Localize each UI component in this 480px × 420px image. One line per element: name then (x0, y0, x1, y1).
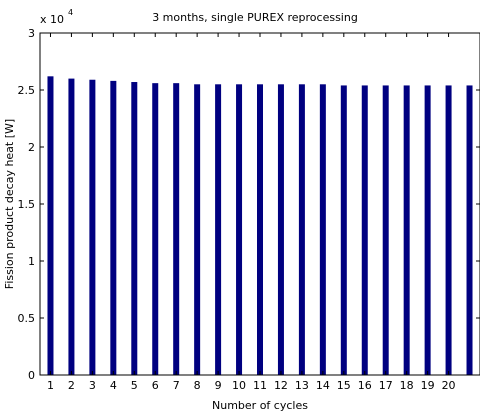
bar-cycle-3 (89, 79, 96, 376)
bar-cycle-10 (236, 84, 243, 376)
bar-cycle-21 (466, 85, 473, 375)
x-axis-ticks: 1 2 3 4 5 6 7 8 9 10 11 12 13 14 15 16 17 18 19 20 (47, 33, 456, 392)
x-tick-label: 17 (379, 379, 393, 392)
y-tick-label: 3 (28, 27, 35, 40)
bar-cycle-9 (215, 84, 222, 376)
y-tick-label: 2 (28, 141, 35, 154)
x-tick-label: 7 (173, 379, 180, 392)
x-tick-label: 8 (194, 379, 201, 392)
bar-cycle-5 (131, 82, 138, 376)
y-tick-label: 2.5 (18, 84, 36, 97)
x-axis-label: Number of cycles (212, 399, 308, 412)
bar-series (47, 76, 473, 376)
bar-cycle-20 (445, 85, 452, 375)
bar-cycle-16 (361, 85, 368, 375)
y-exponent-power: 4 (68, 8, 73, 17)
bar-cycle-14 (319, 84, 326, 376)
bar-cycle-7 (173, 83, 180, 375)
y-axis-ticks: 0 0.5 1 1.5 2 2.5 3 (18, 27, 480, 382)
x-tick-label: 1 (47, 379, 54, 392)
x-tick-label: 9 (215, 379, 222, 392)
x-tick-label: 4 (110, 379, 117, 392)
y-tick-label: 0 (28, 369, 35, 382)
x-tick-label: 16 (358, 379, 372, 392)
bar-cycle-19 (424, 85, 431, 375)
y-exponent-base: x 10 (40, 13, 64, 26)
x-tick-label: 20 (442, 379, 456, 392)
x-tick-label: 11 (253, 379, 267, 392)
bar-cycle-17 (382, 85, 389, 375)
bar-cycle-1 (47, 76, 54, 375)
bar-cycle-4 (110, 80, 117, 375)
bar-cycle-18 (403, 85, 410, 375)
x-tick-label: 19 (421, 379, 435, 392)
bar-cycle-2 (68, 78, 75, 375)
bar-cycle-13 (298, 84, 305, 376)
bar-cycle-6 (152, 83, 159, 375)
bar-cycle-12 (277, 84, 284, 376)
x-tick-label: 10 (232, 379, 246, 392)
x-tick-label: 6 (152, 379, 159, 392)
bar-cycle-15 (340, 85, 347, 375)
x-tick-label: 2 (68, 379, 75, 392)
x-tick-label: 14 (316, 379, 330, 392)
bar-cycle-11 (257, 84, 263, 376)
y-tick-label: 1.5 (18, 198, 36, 211)
chart-title: 3 months, single PUREX reprocessing (152, 11, 358, 24)
x-tick-label: 15 (337, 379, 351, 392)
x-tick-label: 13 (295, 379, 309, 392)
y-tick-label: 0.5 (18, 312, 36, 325)
x-tick-label: 18 (400, 379, 414, 392)
bar-cycle-8 (194, 84, 201, 376)
y-axis-label: Fission product decay heat [W] (3, 119, 16, 289)
y-tick-label: 1 (28, 255, 35, 268)
x-tick-label: 3 (89, 379, 96, 392)
x-tick-label: 5 (131, 379, 138, 392)
x-tick-label: 12 (274, 379, 288, 392)
